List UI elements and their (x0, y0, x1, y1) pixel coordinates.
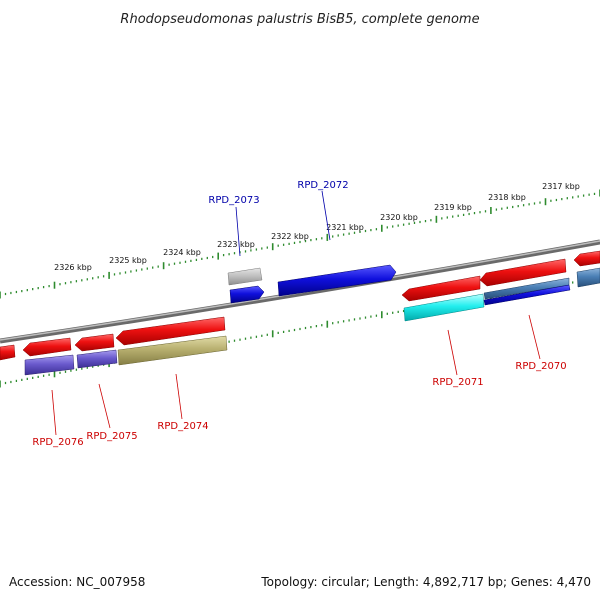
gene-reverse-red-left[interactable] (0, 344, 16, 361)
outer-ruler (0, 189, 600, 299)
label-RPD_2070[interactable]: RPD_2070 (515, 361, 566, 372)
label-RPD_2073[interactable]: RPD_2073 (208, 195, 259, 206)
gene-RPD_2072-arrow[interactable] (277, 264, 397, 297)
label-RPD_2074[interactable]: RPD_2074 (157, 421, 208, 432)
gene-RPD_2074[interactable] (117, 335, 228, 366)
tick-label-2323: 2323 kbp (217, 240, 255, 249)
outer-ruler-labels: 2326 kbp 2325 kbp 2324 kbp 2323 kbp 2322… (54, 182, 580, 272)
genome-summary-text: Topology: circular; Length: 4,892,717 bp… (260, 575, 591, 589)
reverse-features (0, 267, 600, 376)
label-RPD_2072[interactable]: RPD_2072 (297, 180, 348, 191)
gene-reverse-red-b[interactable] (74, 333, 115, 352)
gene-RPD_2070-lower[interactable] (483, 284, 571, 306)
gene-reverse-red-c[interactable] (115, 316, 226, 346)
gene-forward-red-1[interactable] (401, 275, 481, 302)
accession-text: Accession: NC_007958 (9, 575, 145, 589)
leader-RPD_2074 (175, 373, 183, 420)
tick-label-2326: 2326 kbp (54, 263, 92, 272)
gene-reverse-steel-right[interactable] (576, 267, 600, 288)
tick-label-2322: 2322 kbp (271, 232, 309, 241)
tick-label-2317: 2317 kbp (542, 182, 580, 191)
gene-forward-red-2[interactable] (479, 258, 567, 287)
tick-label-2319: 2319 kbp (434, 203, 472, 212)
leader-RPD_2076 (51, 389, 57, 436)
leader-RPD_2073 (235, 206, 241, 257)
tick-label-2318: 2318 kbp (488, 193, 526, 202)
forward-features (227, 250, 600, 304)
genome-backbone (0, 239, 600, 344)
tick-label-2320: 2320 kbp (380, 213, 418, 222)
gene-RPD_2075[interactable] (76, 349, 118, 369)
gene-RPD_2076[interactable] (24, 354, 75, 376)
gene-forward-red-3[interactable] (573, 250, 600, 267)
gene-RPD_2071[interactable] (403, 293, 485, 322)
tick-label-2325: 2325 kbp (109, 256, 147, 265)
gene-reverse-red-a[interactable] (22, 337, 72, 357)
map-title: Rhodopseudomonas palustris BisB5, comple… (120, 12, 479, 27)
gene-RPD_2073-arrow[interactable] (229, 285, 265, 304)
label-RPD_2075[interactable]: RPD_2075 (86, 431, 137, 442)
label-RPD_2076[interactable]: RPD_2076 (32, 437, 83, 448)
leader-RPD_2072 (321, 190, 331, 241)
leader-RPD_2075 (98, 383, 111, 429)
tick-label-2324: 2324 kbp (163, 248, 201, 257)
tick-label-2321: 2321 kbp (326, 223, 364, 232)
label-RPD_2071[interactable]: RPD_2071 (432, 377, 483, 388)
gene-RPD_2073-top[interactable] (227, 267, 263, 286)
leader-RPD_2071 (447, 329, 458, 376)
leader-RPD_2070 (528, 314, 541, 360)
